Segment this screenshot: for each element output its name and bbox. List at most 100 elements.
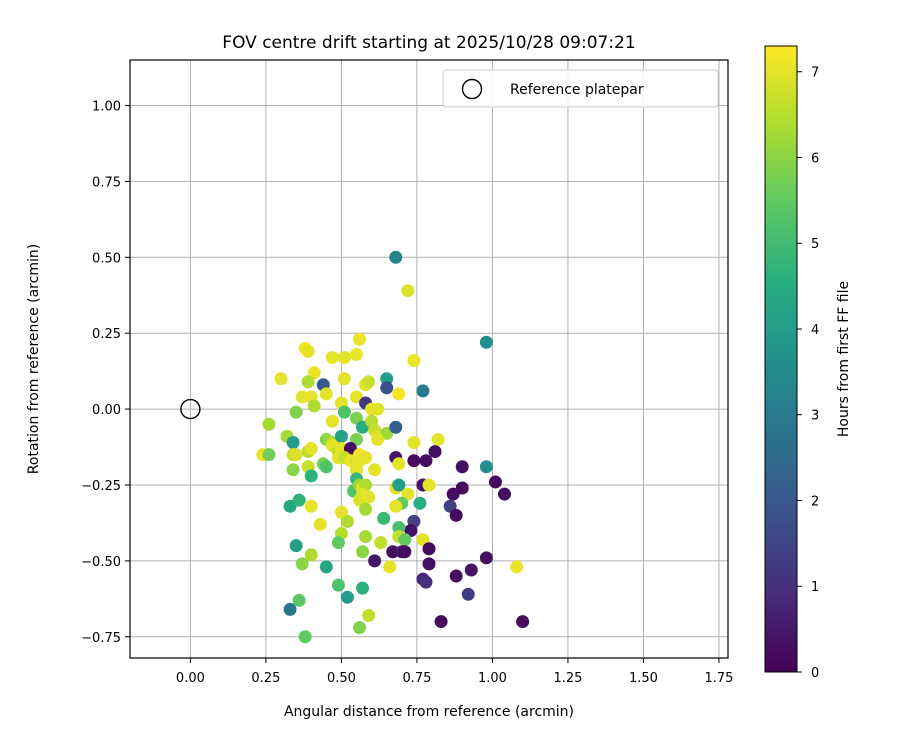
data-point <box>398 533 412 547</box>
data-point <box>407 454 421 468</box>
y-tick-label: 0.75 <box>92 175 121 190</box>
x-tick-label: 0.50 <box>327 671 356 686</box>
data-point <box>359 502 373 516</box>
y-tick-label: −0.25 <box>81 479 121 494</box>
colorbar-tick-label: 3 <box>811 409 819 424</box>
data-point <box>389 420 403 434</box>
data-point <box>419 454 433 468</box>
data-point <box>356 581 370 595</box>
reference-platepar-marker <box>180 398 201 420</box>
data-point <box>401 284 415 298</box>
data-point <box>392 478 406 492</box>
data-point <box>313 517 327 531</box>
data-point <box>510 560 524 574</box>
data-point <box>304 499 318 513</box>
legend-label-reference: Reference platepar <box>510 82 644 98</box>
data-point <box>407 354 421 368</box>
colorbar-tick-label: 1 <box>811 580 819 595</box>
data-point <box>479 551 493 565</box>
data-point <box>498 487 512 501</box>
colorbar-label: Hours from first FF file <box>836 281 852 437</box>
data-point <box>298 630 312 644</box>
y-tick-label: 0.50 <box>92 251 121 266</box>
data-point <box>416 384 430 398</box>
x-tick-label: 1.50 <box>629 671 658 686</box>
plot-frame <box>129 59 729 659</box>
data-point <box>455 460 469 474</box>
x-tick-label: 1.75 <box>704 671 733 686</box>
data-point <box>292 593 306 607</box>
colorbar-ticks: 0 1 2 3 4 5 6 7 <box>797 66 819 681</box>
data-point <box>319 460 333 474</box>
data-point <box>286 463 300 477</box>
data-point <box>289 539 303 553</box>
data-point <box>262 417 276 431</box>
data-point <box>289 405 303 419</box>
data-point <box>392 387 406 401</box>
data-point <box>386 545 400 559</box>
data-point <box>516 615 530 629</box>
data-point <box>455 481 469 495</box>
data-point <box>368 554 382 568</box>
y-axis-label: Rotation from reference (arcmin) <box>26 244 42 474</box>
data-point <box>389 250 403 264</box>
data-point <box>374 536 388 550</box>
colorbar-tick-label: 6 <box>811 151 819 166</box>
data-point <box>340 590 354 604</box>
data-point <box>419 575 433 589</box>
legend: Reference platepar <box>442 69 719 108</box>
chart-title: FOV centre drift starting at 2025/10/28 … <box>222 33 635 53</box>
data-point <box>392 520 406 534</box>
data-point <box>413 496 427 510</box>
data-point <box>340 514 354 528</box>
legend-marker-reference <box>461 78 483 100</box>
x-axis-ticks: 0.00 0.25 0.50 0.75 1.00 1.25 1.50 1.75 <box>176 658 733 686</box>
data-point <box>337 350 351 364</box>
x-tick-label: 1.25 <box>553 671 582 686</box>
data-point <box>368 463 382 477</box>
data-point <box>371 432 385 446</box>
data-point <box>380 381 394 395</box>
data-point <box>449 508 463 522</box>
data-point <box>301 344 315 358</box>
data-point <box>362 609 376 623</box>
data-point <box>331 578 345 592</box>
x-tick-label: 0.25 <box>251 671 280 686</box>
data-point <box>392 457 406 471</box>
colorbar-gradient <box>765 46 797 672</box>
data-point <box>383 560 397 574</box>
data-point <box>488 475 502 489</box>
x-tick-label: 0.75 <box>402 671 431 686</box>
data-point <box>289 448 303 462</box>
colorbar-tick-label: 5 <box>811 237 819 252</box>
data-point <box>422 478 436 492</box>
data-point <box>362 490 376 504</box>
data-point <box>353 332 367 346</box>
data-point <box>337 405 351 419</box>
data-point <box>295 557 309 571</box>
data-points <box>180 250 530 644</box>
data-point <box>431 432 445 446</box>
data-point <box>286 435 300 449</box>
x-tick-label: 1.00 <box>478 671 507 686</box>
grid <box>130 60 728 658</box>
data-point <box>307 399 321 413</box>
data-point <box>304 469 318 483</box>
data-point <box>461 587 475 601</box>
data-point <box>304 442 318 456</box>
x-axis-label: Angular distance from reference (arcmin) <box>284 704 574 720</box>
data-point <box>331 536 345 550</box>
data-point <box>334 429 348 443</box>
data-point <box>350 347 364 361</box>
data-point <box>283 602 297 616</box>
data-point <box>353 454 367 468</box>
x-tick-label: 0.00 <box>176 671 205 686</box>
data-point <box>422 557 436 571</box>
data-point <box>389 499 403 513</box>
y-tick-label: 0.00 <box>92 403 121 418</box>
data-point <box>295 390 309 404</box>
data-point <box>337 372 351 386</box>
data-point <box>479 460 493 474</box>
colorbar-frame <box>764 45 798 673</box>
